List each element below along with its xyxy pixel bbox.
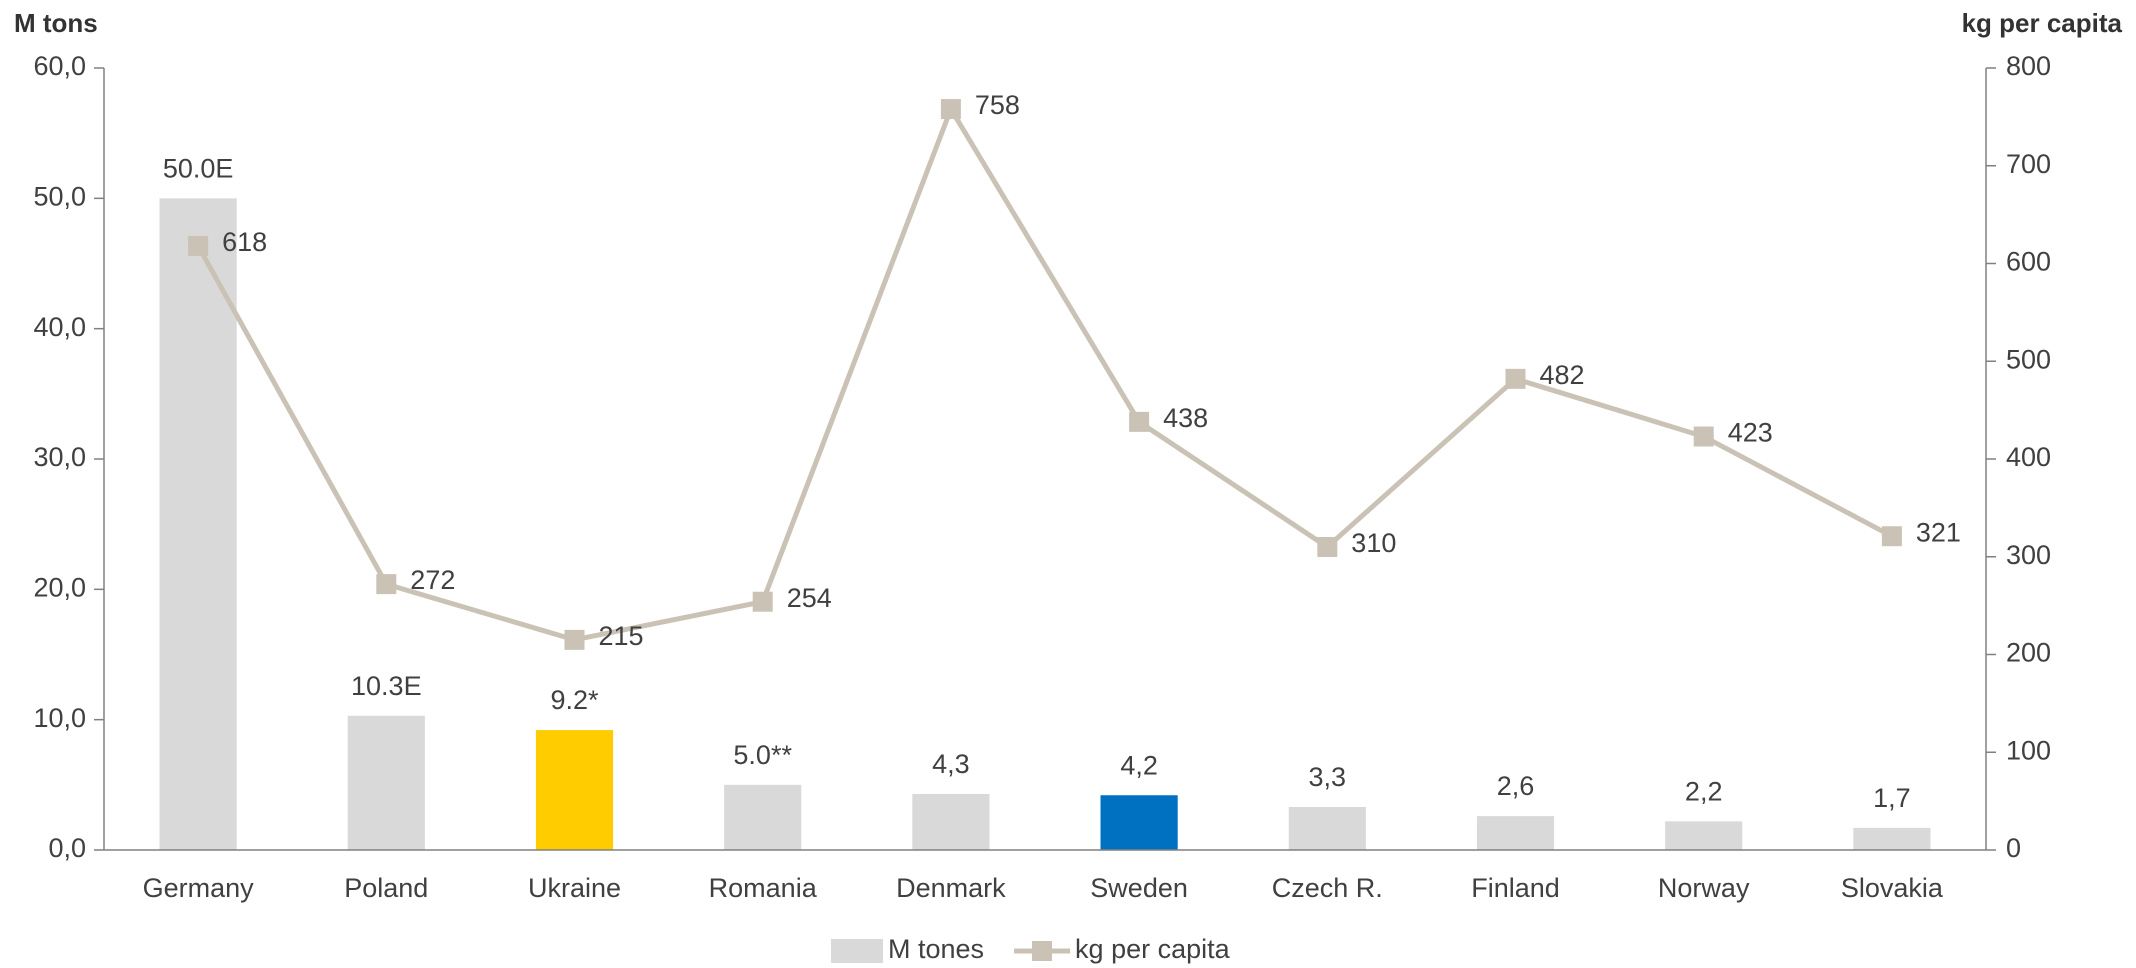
- y2-tick-label: 400: [2006, 442, 2051, 472]
- x-tick-label: Ukraine: [528, 873, 621, 903]
- bar: [912, 793, 990, 850]
- line-value-label: 618: [222, 227, 267, 257]
- bar-value-label: 2,2: [1685, 776, 1723, 806]
- line-marker: [940, 99, 961, 120]
- bar-value-label: 10.3E: [351, 671, 422, 701]
- bar-value-label: 9.2*: [550, 685, 599, 715]
- y-tick-label: 0,0: [48, 833, 86, 863]
- x-tick-label: Slovakia: [1841, 873, 1944, 903]
- line-marker: [1129, 411, 1150, 432]
- y2-tick-label: 600: [2006, 247, 2051, 277]
- y-tick-label: 20,0: [33, 572, 86, 602]
- bar: [1853, 827, 1931, 850]
- y-axis-title: M tons: [14, 8, 98, 38]
- y-tick-label: 50,0: [33, 181, 86, 211]
- line-value-label: 272: [410, 565, 455, 595]
- y2-tick-label: 800: [2006, 51, 2051, 81]
- y2-tick-label: 200: [2006, 638, 2051, 668]
- legend-swatch: [1032, 941, 1053, 961]
- x-tick-label: Denmark: [896, 873, 1006, 903]
- line-marker: [1881, 526, 1902, 547]
- line-marker: [752, 591, 773, 612]
- x-tick-label: Norway: [1658, 873, 1750, 903]
- y2-axis-title: kg per capita: [1962, 8, 2123, 38]
- line-value-label: 215: [599, 621, 644, 651]
- bar-value-label: 5.0**: [733, 740, 792, 770]
- legend-swatch: [831, 939, 883, 963]
- y-tick-label: 10,0: [33, 703, 86, 733]
- bar-value-label: 50.0E: [163, 153, 234, 183]
- bar: [535, 730, 614, 850]
- bar-value-label: 3,3: [1309, 762, 1347, 792]
- y2-tick-label: 0: [2006, 833, 2021, 863]
- bar: [724, 784, 802, 850]
- line-value-label: 438: [1163, 403, 1208, 433]
- y2-tick-label: 300: [2006, 540, 2051, 570]
- x-tick-label: Poland: [344, 873, 428, 903]
- line-marker: [1317, 536, 1338, 557]
- line-marker: [1505, 368, 1526, 389]
- bar: [1100, 795, 1178, 850]
- bar-value-label: 4,3: [932, 749, 970, 779]
- line-value-label: 758: [975, 90, 1020, 120]
- bar: [159, 198, 237, 851]
- bar-value-label: 1,7: [1873, 783, 1911, 813]
- bar: [347, 715, 425, 850]
- bar: [1288, 806, 1366, 850]
- x-tick-label: Sweden: [1090, 873, 1188, 903]
- line-marker: [1693, 426, 1714, 447]
- bar: [1665, 821, 1743, 850]
- legend-label: kg per capita: [1075, 934, 1231, 964]
- x-tick-label: Czech R.: [1272, 873, 1383, 903]
- line-value-label: 482: [1540, 360, 1585, 390]
- line-value-label: 310: [1351, 528, 1396, 558]
- line: [195, 103, 1894, 643]
- x-tick-label: Finland: [1471, 873, 1560, 903]
- line-value-label: 254: [787, 583, 832, 613]
- x-tick-label: Germany: [143, 873, 255, 903]
- line-value-label: 423: [1728, 418, 1773, 448]
- y-tick-label: 60,0: [33, 51, 86, 81]
- line-marker: [376, 574, 397, 595]
- bar-value-label: 4,2: [1120, 750, 1158, 780]
- line-value-label: 321: [1916, 517, 1961, 547]
- y2-tick-label: 700: [2006, 149, 2051, 179]
- bar-value-label: 2,6: [1497, 771, 1535, 801]
- y-tick-label: 40,0: [33, 312, 86, 342]
- line-marker: [564, 629, 585, 650]
- bar: [1476, 816, 1555, 850]
- x-tick-label: Romania: [709, 873, 818, 903]
- legend-label: M tones: [888, 934, 984, 964]
- y2-tick-label: 100: [2006, 735, 2051, 765]
- y2-tick-label: 500: [2006, 344, 2051, 374]
- y-tick-label: 30,0: [33, 442, 86, 472]
- line-marker: [188, 235, 209, 256]
